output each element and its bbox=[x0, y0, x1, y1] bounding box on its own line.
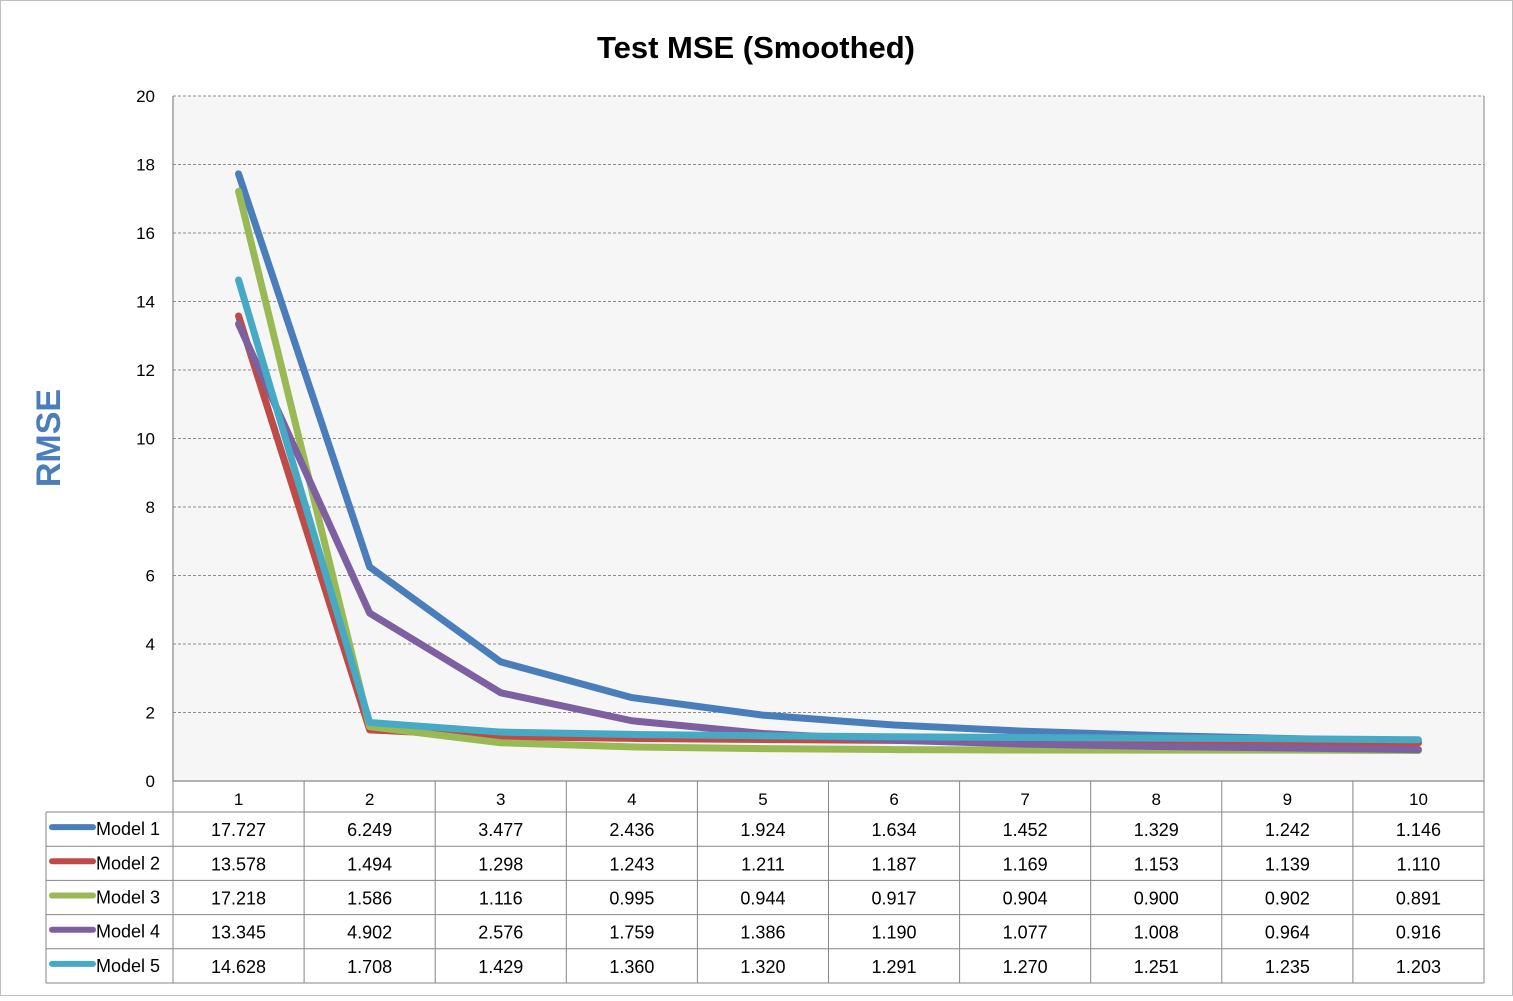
data-label: 0.891 bbox=[1396, 889, 1441, 909]
y-tick-label: 8 bbox=[146, 498, 155, 517]
y-tick-label: 6 bbox=[146, 567, 155, 586]
data-label: 0.900 bbox=[1134, 889, 1179, 909]
data-label: 6.249 bbox=[347, 820, 392, 840]
data-label: 1.008 bbox=[1134, 923, 1179, 943]
legend-label: Model 2 bbox=[96, 853, 160, 873]
data-label: 1.298 bbox=[478, 854, 523, 874]
data-label: 1.243 bbox=[609, 854, 654, 874]
data-label: 2.436 bbox=[609, 820, 654, 840]
y-tick-label: 10 bbox=[136, 430, 155, 449]
y-tick-label: 0 bbox=[146, 772, 155, 791]
data-label: 1.169 bbox=[1003, 854, 1048, 874]
data-label: 1.242 bbox=[1265, 820, 1310, 840]
data-table: 1 2 3 4 5 6 7 8 9 10 Model 1 17.727 6.249 3.477 2.436 1… bbox=[45, 780, 1485, 984]
data-label: 1.203 bbox=[1396, 957, 1441, 977]
x-tick-label: 4 bbox=[627, 790, 636, 809]
data-label: 1.452 bbox=[1003, 820, 1048, 840]
x-tick-label: 2 bbox=[365, 790, 374, 809]
data-label: 1.708 bbox=[347, 957, 392, 977]
data-label: 1.320 bbox=[740, 957, 785, 977]
data-label: 1.759 bbox=[609, 923, 654, 943]
data-label: 0.904 bbox=[1003, 889, 1048, 909]
data-label: 1.187 bbox=[872, 854, 917, 874]
data-label: 13.578 bbox=[211, 854, 266, 874]
x-tick-label: 10 bbox=[1409, 790, 1428, 809]
data-label: 0.916 bbox=[1396, 923, 1441, 943]
data-label: 1.116 bbox=[479, 889, 523, 909]
y-axis-label: RMSE bbox=[30, 389, 68, 487]
data-label: 1.924 bbox=[740, 820, 785, 840]
x-tick-label: 6 bbox=[889, 790, 898, 809]
data-label: 1.494 bbox=[347, 854, 392, 874]
data-label: 17.727 bbox=[211, 820, 266, 840]
data-label: 1.077 bbox=[1003, 923, 1048, 943]
data-label: 1.251 bbox=[1134, 957, 1179, 977]
data-label: 1.190 bbox=[872, 923, 917, 943]
x-tick-label: 8 bbox=[1152, 790, 1161, 809]
data-label: 13.345 bbox=[211, 923, 266, 943]
series-line bbox=[235, 276, 1422, 744]
data-label: 1.586 bbox=[347, 889, 392, 909]
y-tick-label: 18 bbox=[136, 156, 155, 175]
data-label: 1.429 bbox=[478, 957, 523, 977]
data-label: 1.211 bbox=[741, 854, 785, 874]
data-label: 2.576 bbox=[478, 923, 523, 943]
data-label: 4.902 bbox=[347, 923, 392, 943]
plot-area: 0 2 4 6 8 10 12 14 16 18 20 bbox=[136, 87, 1485, 791]
data-label: 14.628 bbox=[211, 957, 266, 977]
data-label: 0.917 bbox=[872, 889, 917, 909]
legend-label: Model 3 bbox=[96, 888, 160, 908]
data-label: 1.386 bbox=[740, 923, 785, 943]
data-label: 17.218 bbox=[211, 889, 266, 909]
x-tick-label: 1 bbox=[234, 790, 243, 809]
data-label: 3.477 bbox=[478, 820, 523, 840]
data-label: 0.902 bbox=[1265, 889, 1310, 909]
data-label: 1.110 bbox=[1397, 854, 1441, 874]
data-label: 1.146 bbox=[1396, 820, 1441, 840]
legend-label: Model 5 bbox=[96, 956, 160, 976]
legend-label: Model 1 bbox=[96, 819, 160, 839]
data-label: 1.270 bbox=[1003, 957, 1048, 977]
y-tick-label: 14 bbox=[136, 293, 155, 312]
x-tick-label: 5 bbox=[758, 790, 767, 809]
x-tick-label: 3 bbox=[496, 790, 505, 809]
x-tick-label: 7 bbox=[1020, 790, 1029, 809]
data-label: 1.329 bbox=[1134, 820, 1179, 840]
data-label: 1.360 bbox=[609, 957, 654, 977]
y-tick-label: 2 bbox=[146, 704, 155, 723]
data-label: 1.153 bbox=[1134, 854, 1179, 874]
data-label: 0.944 bbox=[740, 889, 785, 909]
y-tick-label: 4 bbox=[146, 635, 155, 654]
x-tick-label: 9 bbox=[1283, 790, 1292, 809]
data-label: 1.139 bbox=[1265, 854, 1310, 874]
data-label: 1.634 bbox=[872, 820, 917, 840]
series-lines bbox=[235, 170, 1422, 754]
legend-label: Model 4 bbox=[96, 922, 160, 942]
data-label: 0.995 bbox=[609, 889, 654, 909]
chart-title: Test MSE (Smoothed) bbox=[597, 30, 915, 65]
y-tick-label: 16 bbox=[136, 224, 155, 243]
data-label: 1.291 bbox=[872, 957, 917, 977]
y-tick-label: 12 bbox=[136, 361, 155, 380]
y-tick-label: 20 bbox=[136, 87, 155, 106]
data-label: 0.964 bbox=[1265, 923, 1310, 943]
data-label: 1.235 bbox=[1265, 957, 1310, 977]
